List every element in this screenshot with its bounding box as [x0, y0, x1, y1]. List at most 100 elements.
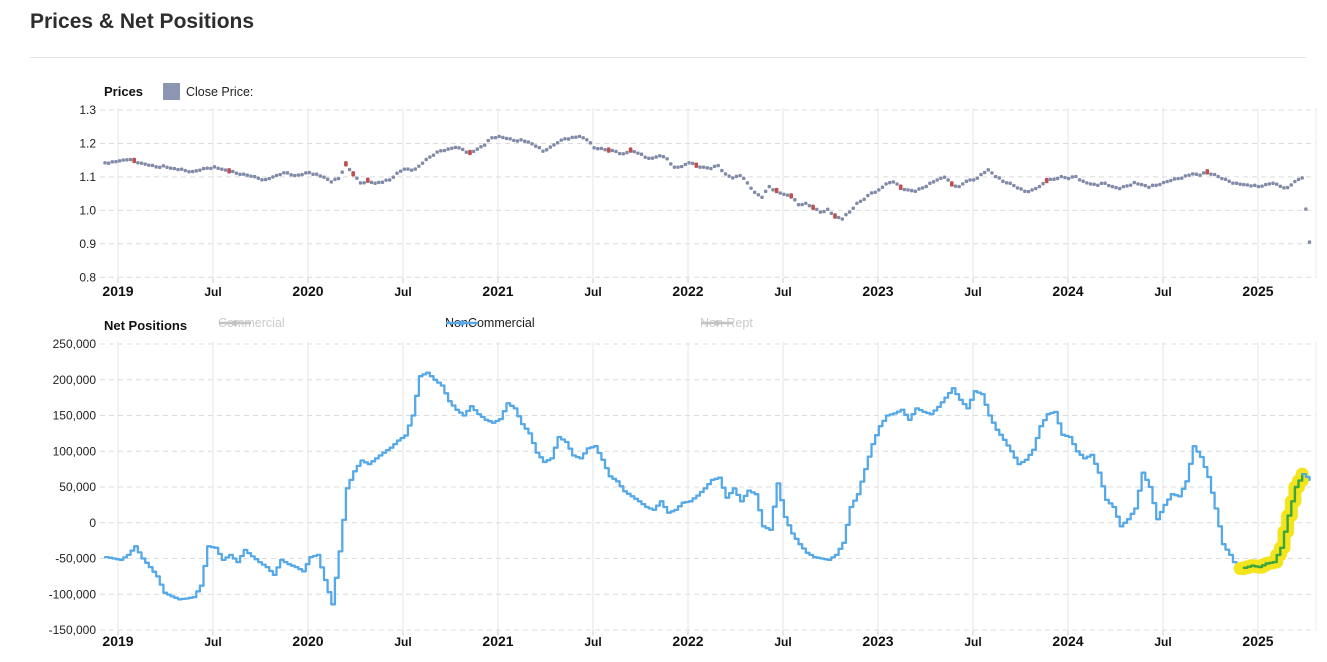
- close-price-dot: [242, 172, 246, 176]
- close-price-dot: [826, 207, 830, 212]
- close-price-dot: [486, 138, 490, 143]
- x-tick-label: 2021: [482, 283, 513, 299]
- close-price-dot: [701, 165, 706, 169]
- close-price-swatch[interactable]: [163, 83, 180, 100]
- close-price-dot: [661, 155, 666, 159]
- close-price-dot: [716, 163, 720, 168]
- close-price-dot: [632, 149, 636, 154]
- close-price-dot: [1293, 179, 1297, 184]
- close-price-dot: [643, 155, 647, 159]
- close-price-dot: [1132, 180, 1136, 185]
- close-price-dot: [1012, 183, 1016, 188]
- close-price-dot: [734, 174, 739, 179]
- close-price-dot: [1085, 181, 1089, 185]
- close-price-dot: [391, 175, 396, 179]
- close-price-dot: [278, 172, 282, 177]
- close-price-dot: [1103, 181, 1107, 185]
- close-price-dot: [906, 188, 910, 192]
- close-price-dot: [482, 143, 487, 147]
- close-price-dot: [1296, 177, 1301, 182]
- x-tick-label: 2023: [862, 283, 893, 299]
- close-price-dot: [1136, 182, 1140, 186]
- close-price-dot: [446, 147, 450, 151]
- close-price-dot: [1260, 184, 1264, 188]
- close-price-dot: [709, 166, 713, 171]
- close-price-dot: [1278, 184, 1282, 188]
- close-price-dot: [990, 171, 994, 175]
- x-tick-label: Jul: [964, 285, 981, 299]
- close-price-dot: [680, 164, 684, 169]
- close-price-dot: [373, 181, 377, 185]
- close-price-dot: [282, 171, 286, 175]
- close-price-dot: [395, 171, 399, 175]
- close-price-dot: [1023, 189, 1027, 193]
- close-price-dot: [1107, 183, 1111, 188]
- close-price-dot: [439, 149, 443, 153]
- close-price-dot: [307, 170, 312, 175]
- close-price-dot: [336, 176, 341, 181]
- close-price-dot: [756, 193, 761, 197]
- x-tick-label: Jul: [394, 285, 411, 299]
- close-price-dot: [574, 135, 578, 139]
- close-price-dot: [413, 167, 417, 171]
- close-price-dot: [625, 150, 629, 155]
- close-price-dot: [672, 165, 677, 169]
- close-price-dot: [461, 147, 465, 152]
- close-price-dot: [796, 202, 801, 207]
- price-flag-dot: [950, 181, 954, 187]
- close-price-dot: [928, 181, 932, 185]
- page-title: Prices & Net Positions: [30, 10, 255, 33]
- close-price-dot: [920, 186, 925, 190]
- close-price-dot: [1183, 174, 1188, 178]
- close-price-dot: [650, 156, 655, 160]
- close-price-dot: [234, 171, 239, 175]
- close-price-dot: [172, 166, 177, 171]
- legend-item-commercial[interactable]: Commercial: [218, 316, 285, 330]
- y-tick-label: 0.9: [79, 237, 96, 251]
- close-price-dot: [855, 201, 859, 206]
- noncommercial-line[interactable]: [103, 371, 1311, 606]
- close-price-dot: [658, 154, 662, 158]
- close-price-dot: [179, 167, 184, 171]
- close-price-dot: [1256, 184, 1261, 189]
- close-price-dot: [555, 141, 560, 145]
- close-price-dot: [1118, 186, 1122, 191]
- close-price-dot: [577, 134, 582, 139]
- noncommercial-line-icon: [446, 320, 478, 326]
- close-price-dot: [1081, 179, 1085, 183]
- close-price-dot: [1304, 207, 1308, 211]
- close-price-dot: [388, 178, 392, 182]
- close-price-dot: [902, 187, 907, 192]
- close-price-dot: [705, 166, 709, 170]
- close-price-dot: [917, 187, 921, 191]
- close-price-dot: [238, 172, 242, 177]
- close-price-dot: [1289, 183, 1293, 187]
- close-price-dot: [347, 167, 352, 172]
- close-price-dot: [1238, 182, 1242, 186]
- close-price-dot: [961, 182, 965, 186]
- close-price-dot: [862, 197, 866, 202]
- close-price-dot: [720, 168, 724, 173]
- close-price-dot: [220, 167, 224, 171]
- close-price-dot: [194, 169, 198, 173]
- close-price-dot: [223, 168, 228, 172]
- close-price-dot: [1220, 176, 1224, 181]
- close-price-dot: [1030, 188, 1034, 192]
- legend-item-noncommercial[interactable]: NonCommercial: [445, 316, 535, 330]
- close-price-dot: [289, 173, 293, 177]
- close-price-dot: [647, 156, 651, 160]
- close-price-dot: [782, 192, 786, 196]
- close-price-dot: [858, 199, 863, 204]
- price-flag-dot: [694, 162, 699, 168]
- close-price-dot: [1169, 178, 1173, 183]
- x-tick-label: 2025: [1242, 633, 1273, 649]
- close-price-dot: [147, 163, 151, 167]
- legend-item-nonrept[interactable]: Non Rept: [700, 316, 753, 330]
- close-price-dot: [712, 164, 717, 169]
- close-price-dot: [457, 146, 461, 150]
- highlight-line-segment: [1242, 472, 1304, 569]
- close-price-dot: [621, 152, 625, 156]
- close-price-dot: [1176, 176, 1180, 181]
- close-price-dot: [847, 210, 852, 214]
